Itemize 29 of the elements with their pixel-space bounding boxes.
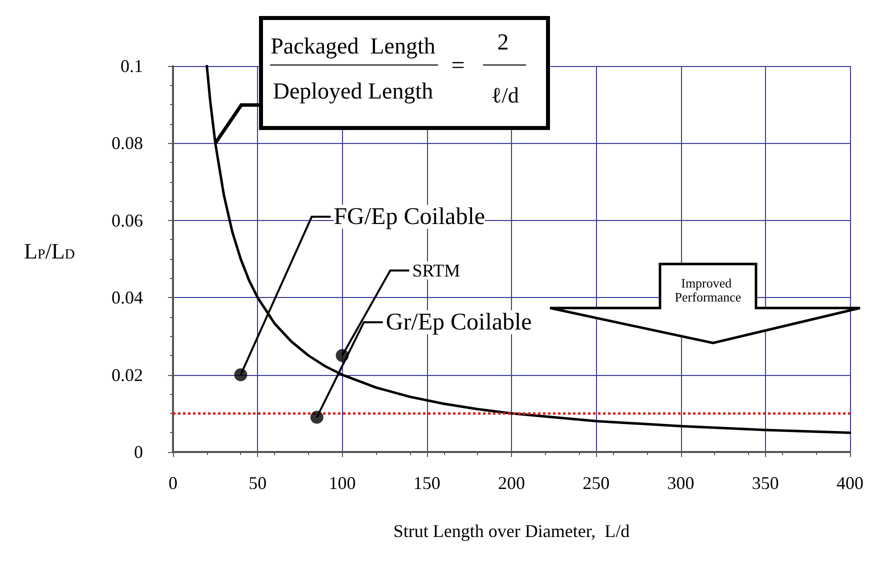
x-tick-label: 350 bbox=[752, 473, 779, 493]
x-tick-label: 0 bbox=[168, 473, 178, 493]
text: Packaged Length bbox=[270, 34, 436, 58]
annotation: = bbox=[451, 53, 465, 79]
annotation: FG/Ep Coilable bbox=[334, 204, 486, 230]
annotation: Improved Performance bbox=[674, 276, 742, 304]
y-tick-label: 0.1 bbox=[120, 56, 143, 76]
x-tick-label: 250 bbox=[582, 473, 610, 493]
y-tick-label: 0.02 bbox=[112, 364, 143, 385]
text: 2 bbox=[497, 30, 509, 54]
x-tick-label: 300 bbox=[667, 473, 694, 493]
x-tick-label: 200 bbox=[498, 473, 525, 493]
annotation: SRTM bbox=[412, 260, 460, 280]
y-tick-label: 0.08 bbox=[112, 133, 143, 154]
x-tick-label: 100 bbox=[328, 473, 356, 493]
y-tick-label: 0.06 bbox=[112, 210, 143, 230]
y-axis-title: LP/LD bbox=[24, 238, 75, 264]
point bbox=[310, 410, 324, 424]
annotation: ℓ/d bbox=[491, 82, 519, 108]
x-axis-title: Strut Length over Diameter, L/d bbox=[393, 521, 630, 541]
point bbox=[234, 368, 248, 382]
x-tick-label: 50 bbox=[248, 473, 267, 493]
point bbox=[336, 349, 349, 362]
y-tick-label: 0.04 bbox=[112, 288, 143, 308]
annotation: Deployed Length bbox=[272, 78, 434, 104]
y-tick-label: 0 bbox=[134, 442, 143, 462]
annotation: Gr/Ep Coilable bbox=[386, 309, 532, 336]
x-tick-label: 400 bbox=[836, 473, 864, 493]
x-tick-label: 150 bbox=[413, 473, 440, 493]
